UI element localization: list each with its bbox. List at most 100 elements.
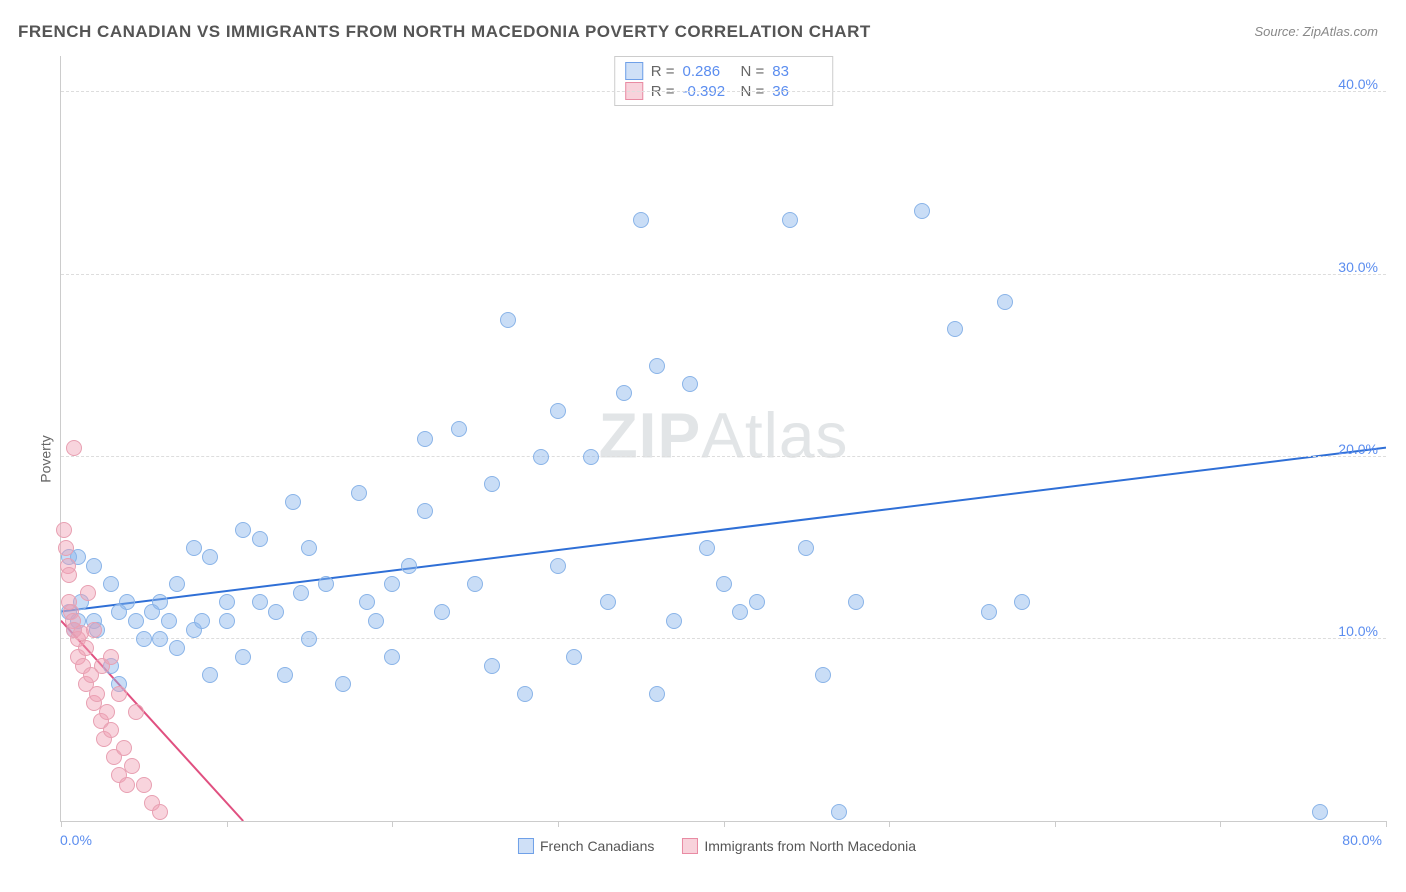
data-point <box>682 376 698 392</box>
data-point <box>848 594 864 610</box>
data-point <box>86 622 102 638</box>
data-point <box>136 631 152 647</box>
data-point <box>600 594 616 610</box>
x-tick <box>889 821 890 827</box>
data-point <box>293 585 309 601</box>
y-tick-label: 20.0% <box>1338 441 1378 457</box>
data-point <box>252 531 268 547</box>
gridline <box>61 456 1386 457</box>
data-point <box>103 576 119 592</box>
data-point <box>301 540 317 556</box>
data-point <box>124 758 140 774</box>
x-tick <box>1386 821 1387 827</box>
data-point <box>533 449 549 465</box>
data-point <box>119 594 135 610</box>
data-point <box>318 576 334 592</box>
data-point <box>111 686 127 702</box>
data-point <box>1014 594 1030 610</box>
data-point <box>616 385 632 401</box>
data-point <box>235 522 251 538</box>
data-point <box>434 604 450 620</box>
data-point <box>633 212 649 228</box>
data-point <box>219 613 235 629</box>
data-point <box>467 576 483 592</box>
data-point <box>169 576 185 592</box>
data-point <box>152 631 168 647</box>
data-point <box>566 649 582 665</box>
data-point <box>368 613 384 629</box>
x-axis-min-label: 0.0% <box>60 832 92 848</box>
data-point <box>128 613 144 629</box>
source-attribution: Source: ZipAtlas.com <box>1254 24 1378 39</box>
data-point <box>384 649 400 665</box>
data-point <box>914 203 930 219</box>
data-point <box>186 540 202 556</box>
stats-n-value: 83 <box>772 63 822 80</box>
data-point <box>86 558 102 574</box>
data-point <box>169 640 185 656</box>
data-point <box>649 358 665 374</box>
data-point <box>103 649 119 665</box>
data-point <box>66 440 82 456</box>
data-point <box>152 804 168 820</box>
data-point <box>666 613 682 629</box>
chart-title: FRENCH CANADIAN VS IMMIGRANTS FROM NORTH… <box>18 22 871 42</box>
plot-area: ZIPAtlas R = 0.286 N = 83 R = -0.392 N =… <box>60 56 1386 822</box>
x-tick <box>392 821 393 827</box>
data-point <box>484 658 500 674</box>
data-point <box>716 576 732 592</box>
data-point <box>89 686 105 702</box>
legend-item: French Canadians <box>518 838 654 854</box>
data-point <box>484 476 500 492</box>
data-point <box>359 594 375 610</box>
x-tick <box>1220 821 1221 827</box>
data-point <box>1312 804 1328 820</box>
data-point <box>252 594 268 610</box>
data-point <box>997 294 1013 310</box>
data-point <box>417 431 433 447</box>
x-tick <box>61 821 62 827</box>
data-point <box>136 777 152 793</box>
data-point <box>401 558 417 574</box>
legend-swatch-icon <box>518 838 534 854</box>
x-tick <box>1055 821 1056 827</box>
data-point <box>831 804 847 820</box>
stats-n-label: N = <box>741 63 765 80</box>
gridline <box>61 91 1386 92</box>
x-tick <box>724 821 725 827</box>
data-point <box>550 403 566 419</box>
data-point <box>550 558 566 574</box>
data-point <box>152 594 168 610</box>
data-point <box>947 321 963 337</box>
data-point <box>119 777 135 793</box>
stats-r-value: 0.286 <box>683 63 733 80</box>
data-point <box>202 549 218 565</box>
data-point <box>219 594 235 610</box>
data-point <box>384 576 400 592</box>
data-point <box>99 704 115 720</box>
data-point <box>749 594 765 610</box>
stats-row: R = 0.286 N = 83 <box>625 61 823 81</box>
data-point <box>235 649 251 665</box>
data-point <box>500 312 516 328</box>
x-axis-max-label: 80.0% <box>1342 832 1382 848</box>
legend-item: Immigrants from North Macedonia <box>682 838 916 854</box>
y-tick-label: 30.0% <box>1338 259 1378 275</box>
data-point <box>116 740 132 756</box>
data-point <box>649 686 665 702</box>
data-point <box>277 667 293 683</box>
data-point <box>194 613 210 629</box>
data-point <box>268 604 284 620</box>
data-point <box>583 449 599 465</box>
data-point <box>56 522 72 538</box>
y-tick-label: 10.0% <box>1338 623 1378 639</box>
data-point <box>80 585 96 601</box>
chart-container: Poverty ZIPAtlas R = 0.286 N = 83 R = -0… <box>48 56 1386 862</box>
data-point <box>128 704 144 720</box>
gridline <box>61 638 1386 639</box>
data-point <box>301 631 317 647</box>
data-point <box>285 494 301 510</box>
data-point <box>451 421 467 437</box>
data-point <box>517 686 533 702</box>
data-point <box>798 540 814 556</box>
